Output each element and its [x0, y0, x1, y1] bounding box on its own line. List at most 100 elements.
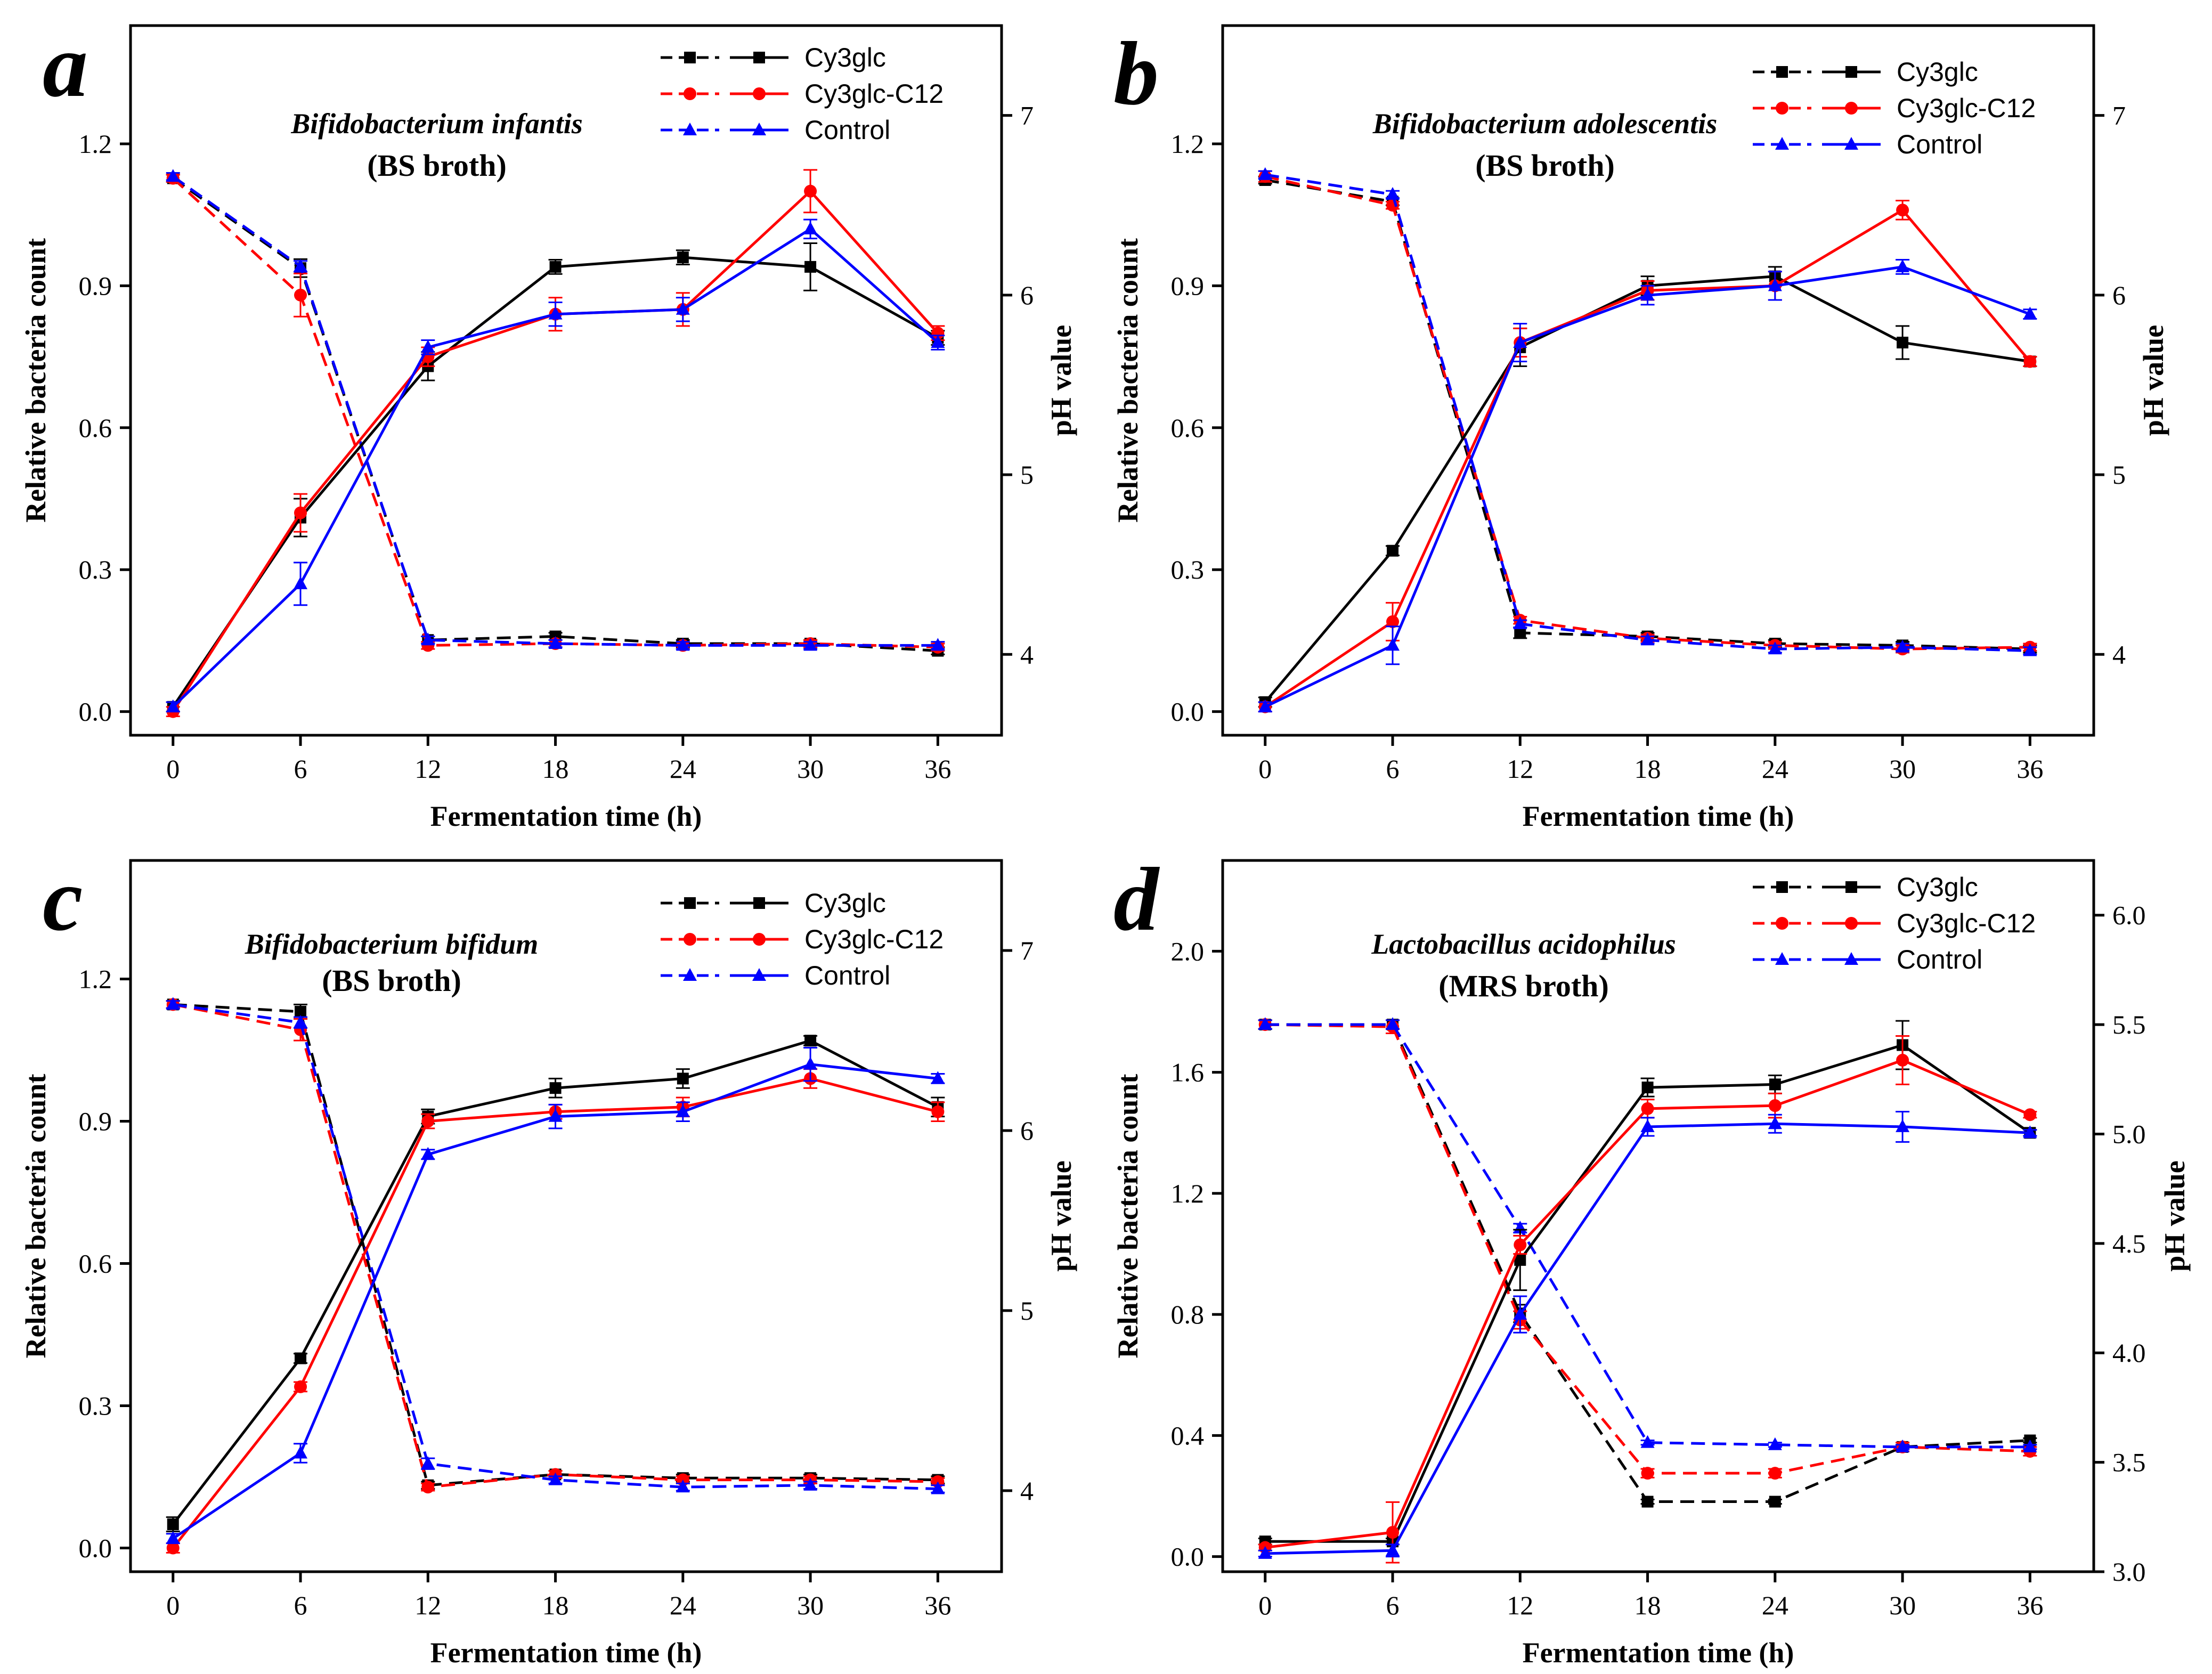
legend: Cy3glc Cy3glc-C12 Control — [661, 888, 944, 990]
x-tick-label: 12 — [414, 754, 441, 784]
data-point — [1386, 615, 1400, 628]
x-tick-label: 30 — [1889, 1590, 1916, 1620]
x-tick-label: 18 — [542, 1590, 569, 1620]
y-tick-label: 0.3 — [79, 555, 112, 584]
data-point — [1640, 1435, 1655, 1448]
data-point — [167, 1518, 179, 1530]
data-point — [931, 638, 945, 651]
y-tick-label: 0.6 — [79, 413, 112, 443]
data-point — [1258, 167, 1272, 180]
data-point — [1641, 1467, 1654, 1480]
y-tick-label: 1.2 — [1171, 129, 1205, 159]
x-tick-label: 12 — [1507, 754, 1533, 784]
data-point — [1513, 335, 1527, 348]
plot-frame — [1221, 24, 2095, 737]
series-Cy3glc-ph — [1258, 174, 2037, 655]
x-tick-label: 12 — [414, 1590, 441, 1620]
y2-tick-label: 6 — [1020, 1116, 1034, 1145]
data-point — [1768, 278, 1782, 291]
data-point — [1641, 1102, 1654, 1115]
data-point — [1514, 627, 1526, 639]
data-point — [1776, 102, 1788, 115]
x-tick-label: 0 — [1258, 754, 1272, 784]
y2-tick-label: 7 — [2112, 101, 2126, 131]
data-point — [166, 997, 180, 1010]
series-Control-ph — [166, 997, 945, 1494]
series-Cy3glc-ph — [166, 998, 945, 1491]
data-point — [1258, 699, 1272, 712]
data-point — [803, 638, 818, 651]
data-point — [294, 506, 307, 519]
x-tick-label: 36 — [924, 1590, 951, 1620]
x-tick-label: 18 — [1634, 1590, 1661, 1620]
y2-axis-label: pH value — [2137, 325, 2169, 436]
data-point — [1776, 881, 1788, 893]
data-point — [1775, 137, 1789, 150]
x-axis-label: Fermentation time (h) — [430, 800, 702, 832]
x-tick-label: 30 — [1889, 754, 1916, 784]
series-line — [172, 1063, 938, 1540]
y-tick-label: 0.0 — [1171, 1542, 1205, 1572]
data-point — [549, 261, 562, 273]
legend-label: Control — [1897, 129, 1982, 159]
data-point — [677, 1072, 689, 1085]
x-tick-label: 18 — [1634, 754, 1661, 784]
data-point — [294, 1445, 308, 1459]
data-point — [421, 1147, 435, 1160]
y-tick-label: 0.4 — [1171, 1420, 1205, 1450]
y-axis-label: Relative bacteria count — [20, 238, 52, 523]
x-tick-label: 6 — [294, 1590, 307, 1620]
series-line — [1265, 1122, 2030, 1555]
data-point — [548, 1109, 563, 1122]
data-point — [1896, 639, 1910, 653]
data-point — [549, 1082, 562, 1094]
data-point — [295, 1005, 307, 1018]
data-point — [1640, 632, 1655, 646]
data-point — [421, 1481, 435, 1494]
chart-panel-d: 0 6 12 18 24 30 36 0.0 0.4 0.8 1.2 1.6 2.0 3.0 3.5 4.0 4… — [1112, 849, 2191, 1669]
x-tick-label: 18 — [542, 754, 569, 784]
data-point — [1258, 1017, 1272, 1030]
data-point — [548, 636, 563, 649]
data-point — [931, 1481, 945, 1494]
y2-tick-label: 5.5 — [2112, 1010, 2146, 1039]
data-point — [676, 302, 690, 315]
x-axis-label: Fermentation time (h) — [1523, 1637, 1794, 1669]
data-point — [421, 339, 435, 353]
data-point — [803, 1057, 818, 1070]
legend: Cy3glc Cy3glc-C12 Control — [1753, 57, 2036, 159]
data-point — [804, 261, 817, 273]
data-point — [753, 87, 766, 100]
y2-tick-label: 4 — [1020, 639, 1034, 669]
y2-tick-label: 4 — [2112, 639, 2126, 669]
y-axis-label: Relative bacteria count — [1112, 1074, 1144, 1359]
y2-tick-label: 4.0 — [2112, 1338, 2146, 1368]
data-point — [166, 699, 180, 712]
x-tick-label: 24 — [1762, 1590, 1788, 1620]
legend-label: Control — [804, 961, 890, 990]
legend-label: Cy3glc — [804, 888, 886, 918]
x-tick-label: 24 — [670, 754, 696, 784]
series-Cy3glc-C12-count — [1258, 1035, 2037, 1564]
data-point — [166, 169, 180, 182]
y-tick-label: 1.2 — [1171, 1179, 1205, 1208]
legend: Cy3glc Cy3glc-C12 Control — [661, 43, 944, 145]
data-point — [1769, 1496, 1781, 1508]
medium-label: (BS broth) — [1475, 148, 1615, 183]
data-point — [421, 1456, 435, 1469]
series-line — [1265, 173, 2030, 653]
data-point — [294, 288, 307, 302]
y2-tick-label: 5.0 — [2112, 1119, 2146, 1149]
data-point — [1768, 641, 1782, 655]
data-point — [2023, 1125, 2037, 1139]
data-point — [1386, 1543, 1400, 1556]
data-point — [1769, 1078, 1781, 1091]
chart-panel-b: 0 6 12 18 24 30 36 0.0 0.3 0.6 0.9 1.2 4 5 6 7 Fermentat… — [1112, 23, 2169, 832]
y-tick-label: 0.0 — [79, 1533, 112, 1563]
data-point — [1896, 1439, 1910, 1452]
y2-tick-label: 3.0 — [2112, 1557, 2146, 1587]
y2-tick-label: 7 — [1020, 101, 1034, 131]
legend-label: Cy3glc — [1897, 57, 1978, 87]
y-tick-label: 0.6 — [79, 1249, 112, 1279]
data-point — [1897, 336, 1909, 348]
